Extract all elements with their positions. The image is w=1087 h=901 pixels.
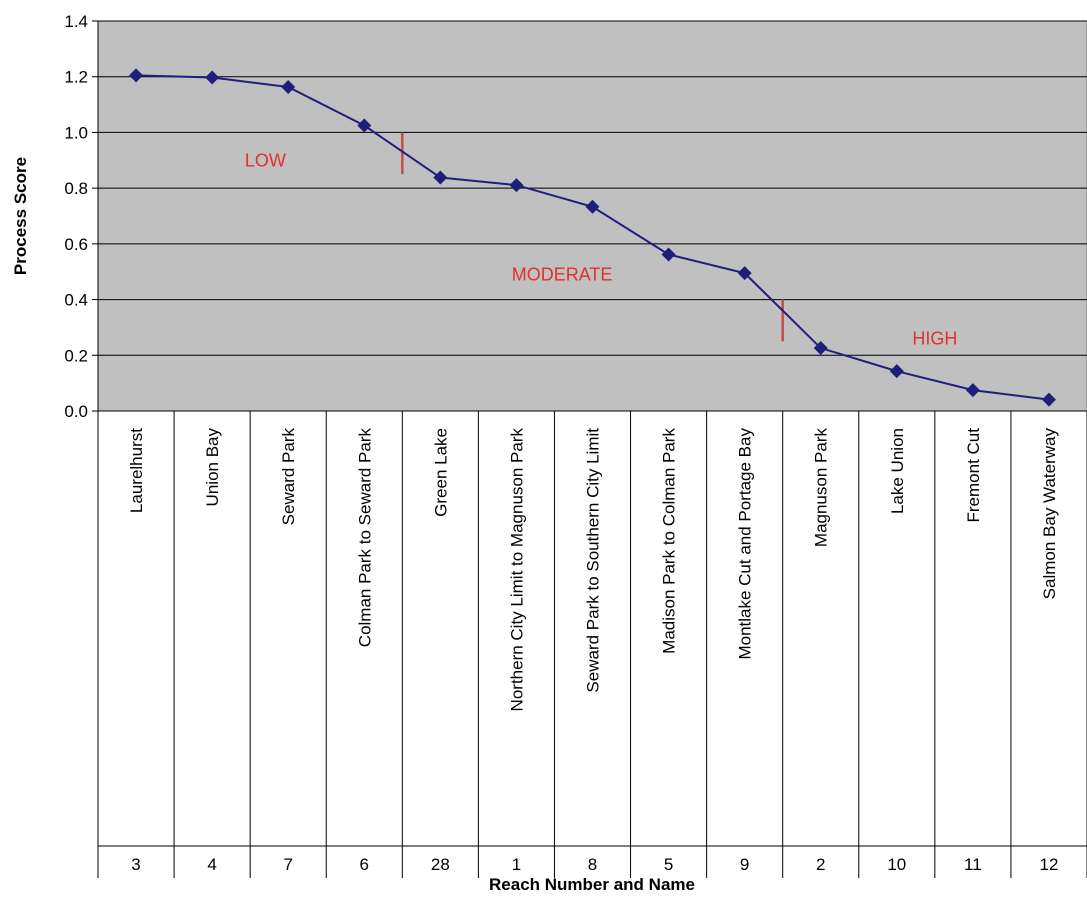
reach-number: 28 xyxy=(431,855,450,874)
x-axis: Laurelhurst 3 Union Bay 4 Seward Park 7 Colman… xyxy=(97,410,1087,878)
y-tick-label: 0.4 xyxy=(64,291,88,310)
data-point xyxy=(433,170,448,185)
data-point xyxy=(205,70,220,85)
data-point xyxy=(509,178,524,193)
data-point xyxy=(889,364,904,379)
reach-number: 3 xyxy=(131,855,140,874)
y-tick-label: 1.2 xyxy=(64,68,88,87)
data-point xyxy=(965,383,980,398)
category-name: Green Lake xyxy=(431,428,450,517)
y-axis: 0.0 0.2 0.4 0.6 0.8 1.0 1.2 1.4 xyxy=(64,12,99,421)
reach-number: 11 xyxy=(964,855,982,874)
data-point xyxy=(813,341,828,356)
zone-labels: LOW MODERATE HIGH xyxy=(245,150,957,348)
category-name: Madison Park to Colman Park xyxy=(660,428,679,654)
category-name: Salmon Bay Waterway xyxy=(1040,428,1059,600)
zone-label: LOW xyxy=(245,150,286,170)
category-name: Laurelhurst xyxy=(127,428,146,513)
zone-label: HIGH xyxy=(912,329,957,349)
reach-number: 7 xyxy=(283,855,292,874)
y-tick-label: 0.6 xyxy=(64,235,88,254)
gridlines xyxy=(98,20,1087,356)
y-axis-title: Process Score xyxy=(11,157,30,275)
data-point xyxy=(357,118,372,133)
reach-number: 9 xyxy=(740,855,749,874)
data-point xyxy=(737,266,752,281)
y-tick-label: 0.2 xyxy=(64,346,88,365)
data-point xyxy=(1041,392,1056,407)
category-name: Seward Park xyxy=(279,428,298,526)
category-name: Lake Union xyxy=(888,428,907,514)
reach-number: 10 xyxy=(887,855,906,874)
series-line xyxy=(129,68,1056,407)
y-tick-label: 0.8 xyxy=(64,179,88,198)
category-name: Seward Park to Southern City Limit xyxy=(584,428,603,693)
category-name: Montlake Cut and Portage Bay xyxy=(736,428,755,660)
zone-label: MODERATE xyxy=(512,265,613,285)
zone-dividers xyxy=(401,132,784,342)
data-point xyxy=(281,80,296,95)
category-name: Northern City Limit to Magnuson Park xyxy=(507,428,526,712)
y-tick-label: 0.0 xyxy=(64,402,88,421)
plot-area xyxy=(97,20,1087,412)
reach-number: 4 xyxy=(207,855,216,874)
category-name: Colman Park to Seward Park xyxy=(355,428,374,648)
reach-number: 1 xyxy=(512,855,521,874)
data-point xyxy=(661,247,676,262)
reach-number: 6 xyxy=(360,855,369,874)
category-name: Magnuson Park xyxy=(812,428,831,548)
y-tick-label: 1.0 xyxy=(64,123,88,142)
reach-number: 5 xyxy=(664,855,673,874)
reach-number: 2 xyxy=(816,855,825,874)
x-axis-title: Reach Number and Name xyxy=(489,875,695,894)
data-point xyxy=(585,199,600,214)
reach-number: 12 xyxy=(1040,855,1059,874)
data-point xyxy=(129,68,144,83)
y-tick-label: 1.4 xyxy=(64,12,88,31)
category-name: Fremont Cut xyxy=(964,428,983,523)
category-name: Union Bay xyxy=(203,428,222,507)
reach-number: 8 xyxy=(588,855,597,874)
